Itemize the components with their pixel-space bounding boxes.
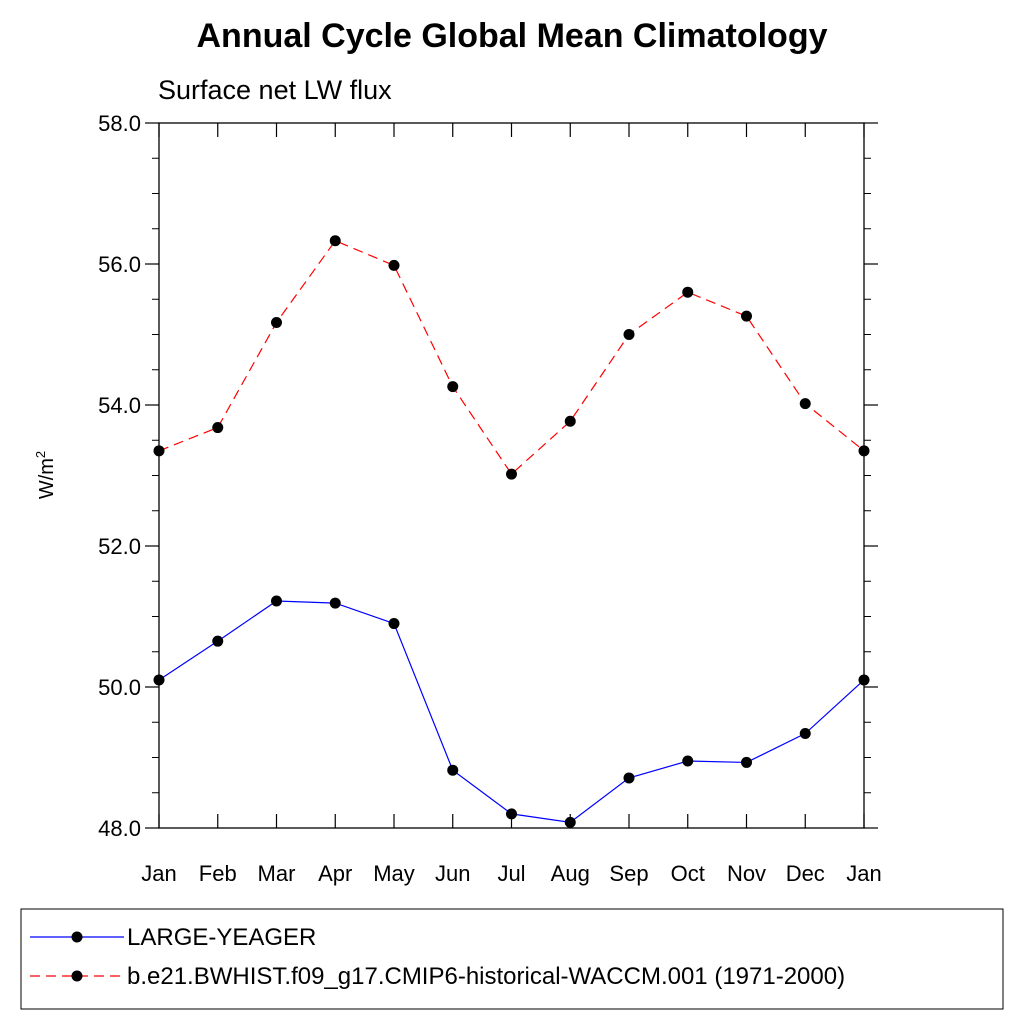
series-2-point: [564, 415, 576, 427]
series-1-point: [329, 597, 341, 609]
series-1-point: [153, 674, 165, 686]
series-2-point: [388, 259, 400, 271]
legend-marker-1: [71, 931, 83, 943]
series-1-point: [447, 764, 459, 776]
series-1-point: [564, 816, 576, 828]
x-tick-label: Feb: [199, 861, 237, 886]
series-2-point: [623, 329, 635, 340]
y-tick-label: 52.0: [98, 534, 141, 559]
legend-label-1: LARGE-YEAGER: [127, 924, 316, 951]
series-2-point: [447, 381, 459, 393]
series-1-point: [682, 755, 694, 767]
y-tick-label: 50.0: [98, 675, 141, 700]
series-2-point: [271, 317, 282, 329]
x-tick-label: May: [373, 861, 415, 886]
series-2-point: [682, 286, 694, 298]
series-2-point: [741, 310, 752, 322]
y-tick-label: 48.0: [98, 816, 141, 841]
series-2-point: [506, 468, 517, 480]
y-axis-label: W/m2: [33, 451, 58, 499]
series-1-point: [212, 635, 224, 647]
x-tick-label: Jul: [497, 861, 525, 886]
axes: 48.0 50.0 52.0 54.0 56.0 58.0 Jan Feb Mar Apr May J…: [98, 111, 882, 886]
y-tick-label: 54.0: [98, 393, 141, 418]
series-2-point: [153, 445, 165, 457]
x-tick-label: Sep: [609, 861, 648, 886]
x-tick-label: Aug: [551, 861, 590, 886]
y-tick-label: 58.0: [98, 111, 141, 136]
x-tick-label: Oct: [671, 861, 705, 886]
x-tick-label: Nov: [727, 861, 766, 886]
chart-title: Annual Cycle Global Mean Climatology: [197, 17, 828, 55]
x-tick-label: Dec: [786, 861, 825, 886]
series-2-point: [858, 445, 870, 457]
x-tick-label: Jun: [435, 861, 470, 886]
series-1-point: [506, 808, 517, 820]
chart-subtitle: Surface net LW flux: [158, 75, 392, 105]
series-2-point: [329, 235, 341, 247]
series-1-point: [388, 618, 400, 630]
series-1-point: [799, 728, 811, 740]
series-1-point: [741, 756, 752, 768]
y-tick-label: 56.0: [98, 252, 141, 277]
series-1-point: [623, 772, 635, 784]
x-tick-label: Apr: [318, 861, 352, 886]
x-tick-label: Mar: [258, 861, 296, 886]
legend: LARGE-YEAGER b.e21.BWHIST.f09_g17.CMIP6-h…: [20, 908, 1004, 1010]
legend-box: [20, 908, 1004, 1010]
x-tick-label: Jan: [846, 861, 881, 886]
legend-marker-2: [71, 970, 83, 982]
legend-label-2: b.e21.BWHIST.f09_g17.CMIP6-historical-WA…: [127, 963, 845, 990]
series-2-point: [212, 422, 224, 434]
series-layer: [153, 235, 870, 828]
y-axis-label-base: W/m: [36, 458, 58, 499]
x-tick-label: Jan: [141, 861, 176, 886]
series-2-point: [799, 398, 811, 410]
series-1-point: [271, 595, 282, 607]
series-1-point: [858, 674, 870, 686]
y-axis-label-superscript: 2: [33, 451, 48, 458]
